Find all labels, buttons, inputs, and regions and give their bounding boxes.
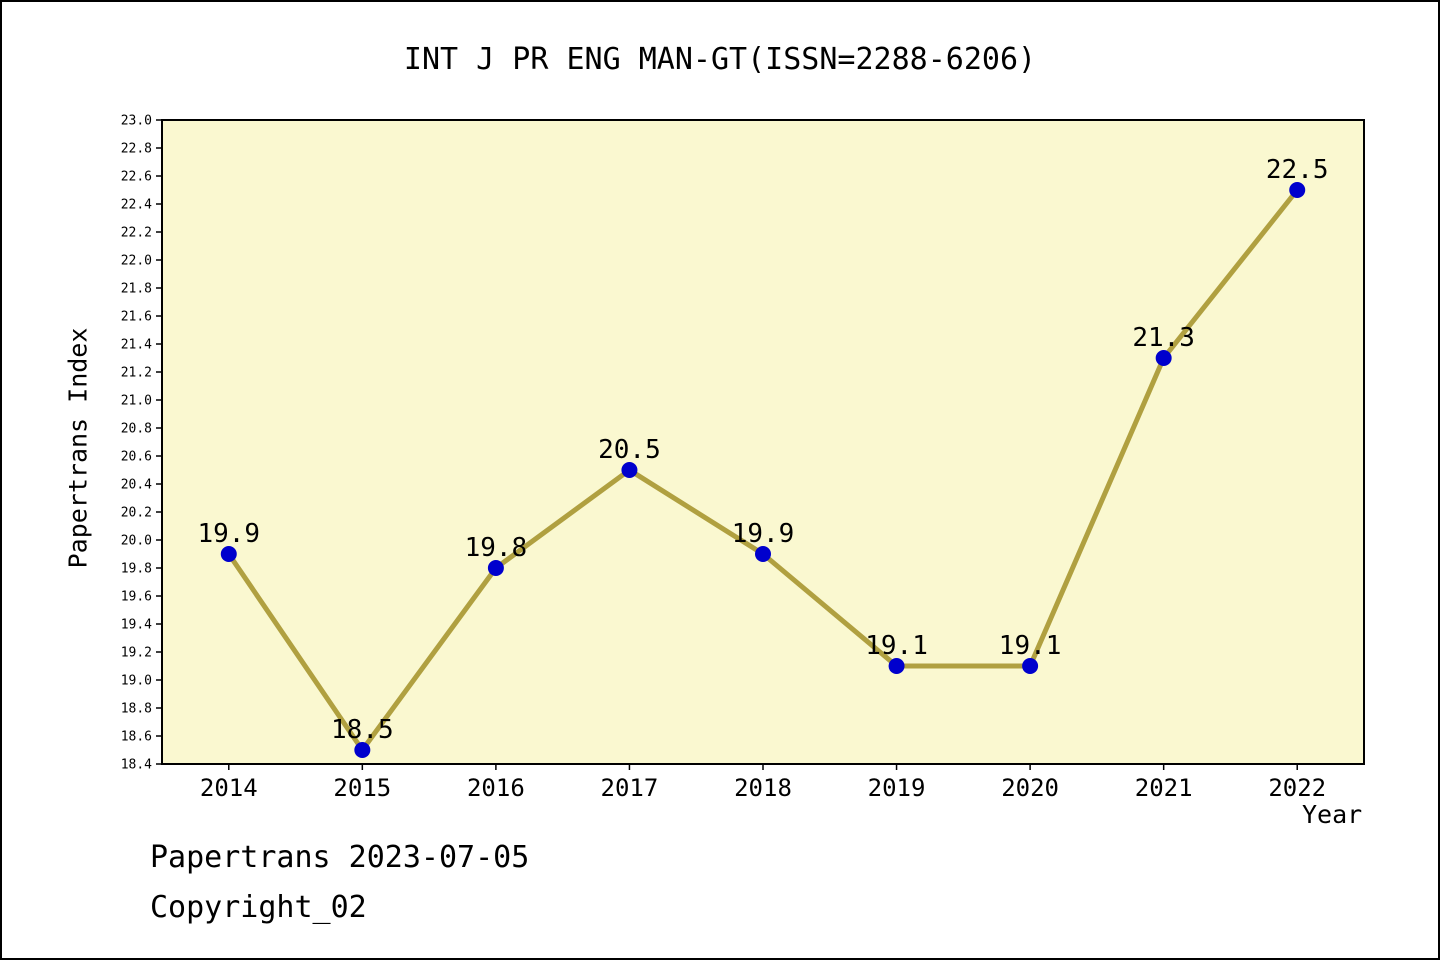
y-tick-label: 18.6	[121, 730, 152, 745]
data-point	[354, 742, 371, 758]
y-tick-label: 20.6	[121, 450, 152, 465]
plot-border	[161, 119, 1365, 765]
x-tick-label: 2020	[1001, 774, 1059, 802]
point-label: 21.3	[1132, 323, 1195, 353]
point-label: 19.1	[999, 631, 1062, 661]
y-tick-label: 21.0	[121, 394, 152, 409]
y-tick-label: 21.8	[121, 282, 152, 297]
y-tick-label: 21.2	[121, 366, 152, 381]
y-tick-label: 19.2	[121, 646, 152, 661]
y-tick-label: 21.4	[121, 338, 152, 353]
y-tick-label: 20.0	[121, 534, 152, 549]
footer-date: Papertrans 2023-07-05	[150, 840, 530, 875]
y-tick-label: 19.0	[121, 674, 152, 689]
y-tick-label: 20.2	[121, 506, 152, 521]
y-tick-label: 23.0	[121, 114, 152, 129]
data-point	[220, 546, 237, 562]
point-label: 22.5	[1266, 155, 1329, 185]
chart-title: INT J PR ENG MAN-GT(ISSN=2288-6206)	[403, 42, 1037, 77]
point-label: 19.9	[197, 519, 260, 549]
point-label: 20.5	[598, 435, 661, 465]
y-axis-label: Papertrans Index	[63, 327, 93, 569]
data-point	[1289, 182, 1306, 198]
x-tick-label: 2016	[467, 774, 525, 802]
point-label: 19.8	[465, 533, 528, 563]
data-point	[888, 658, 905, 674]
data-point	[1155, 350, 1172, 366]
data-point	[755, 546, 771, 562]
footer-copyright: Copyright_02	[150, 890, 367, 925]
x-tick-label: 2014	[200, 774, 258, 802]
x-tick-label: 2017	[601, 774, 659, 802]
y-tick-label: 22.4	[121, 198, 152, 213]
y-tick-label: 19.4	[121, 618, 152, 633]
point-label: 18.5	[331, 715, 394, 745]
data-point	[487, 560, 504, 576]
data-point	[1022, 658, 1039, 674]
point-label: 19.1	[865, 631, 928, 661]
y-tick-label: 21.6	[121, 310, 152, 325]
y-tick-label: 22.0	[121, 254, 152, 269]
y-tick-label: 22.6	[121, 170, 152, 185]
y-tick-label: 18.4	[121, 758, 152, 773]
x-tick-label: 2019	[868, 774, 926, 802]
y-tick-label: 20.4	[121, 478, 152, 493]
y-tick-label: 19.6	[121, 590, 152, 605]
x-tick-label: 2015	[333, 774, 391, 802]
x-axis-label: Year	[1302, 800, 1363, 829]
plot-area	[162, 120, 1364, 764]
y-tick-label: 20.8	[121, 422, 152, 437]
point-label: 19.9	[732, 519, 795, 549]
y-tick-label: 22.8	[121, 142, 152, 157]
x-tick-label: 2021	[1135, 774, 1193, 802]
x-tick-label: 2022	[1268, 774, 1326, 802]
y-tick-label: 22.2	[121, 226, 152, 241]
data-point	[621, 462, 638, 478]
y-tick-label: 19.8	[121, 562, 152, 577]
y-tick-label: 18.8	[121, 702, 152, 717]
x-tick-label: 2018	[734, 774, 792, 802]
